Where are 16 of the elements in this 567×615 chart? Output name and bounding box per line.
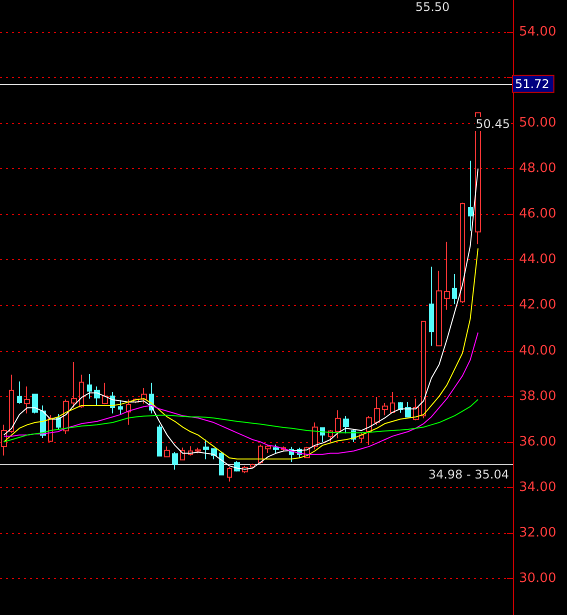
y-tick-label: 50.00: [519, 116, 556, 130]
y-tick-label: 46.00: [519, 206, 556, 222]
y-tick-label: 30.00: [519, 571, 556, 586]
y-tick-label: 34.00: [519, 480, 556, 495]
annotation: 55.50: [415, 0, 450, 14]
annotation: 34.98 - 35.04: [428, 468, 509, 482]
y-tick-label: 44.00: [519, 252, 556, 268]
y-tick-label: 40.00: [519, 343, 556, 358]
ref-line-label: 51.72: [515, 76, 550, 91]
y-tick-label: 38.00: [519, 388, 556, 404]
y-tick-label: 42.00: [519, 298, 556, 313]
y-tick-label: 54.00: [519, 24, 556, 40]
y-tick-label: 48.00: [519, 161, 556, 176]
y-tick-label: 36.00: [519, 434, 556, 450]
annotation: 50.45: [476, 117, 510, 131]
y-tick-label: 32.00: [519, 526, 556, 540]
